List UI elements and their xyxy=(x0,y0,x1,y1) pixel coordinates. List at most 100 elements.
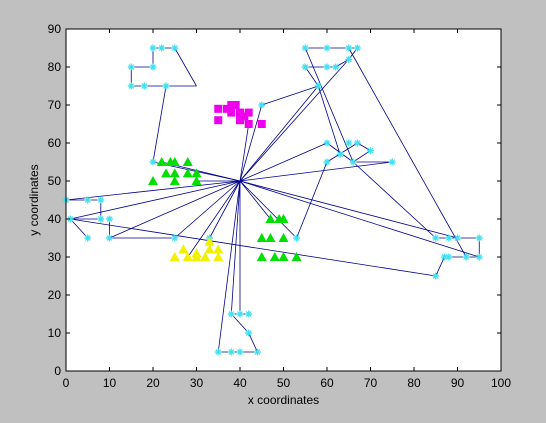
cyan-star-point xyxy=(245,310,253,318)
edge-line xyxy=(187,180,241,258)
cyan-star-point xyxy=(353,139,361,147)
cyan-star-point xyxy=(227,348,235,356)
x-tick-label: 50 xyxy=(277,376,291,390)
cyan-star-point xyxy=(345,55,353,63)
edge-line xyxy=(217,180,241,353)
yellow-triangle-point xyxy=(191,252,202,261)
cyan-star-point xyxy=(171,234,179,242)
y-tick-label: 10 xyxy=(48,326,62,340)
x-tick-label: 60 xyxy=(320,376,334,390)
yellow-triangle-point xyxy=(204,236,215,246)
edge-line xyxy=(248,332,258,353)
cyan-star-point xyxy=(293,234,301,242)
x-tick-label: 10 xyxy=(103,376,117,390)
cyan-star-point xyxy=(349,158,357,166)
edge-line xyxy=(239,123,250,182)
cyan-star-point xyxy=(323,139,331,147)
y-tick-label: 0 xyxy=(54,364,61,378)
cyan-star-point xyxy=(149,158,157,166)
cyan-star-point xyxy=(106,234,113,242)
magenta-square-point xyxy=(214,104,223,113)
green-triangle-point xyxy=(169,168,180,178)
yellow-triangle-point xyxy=(213,252,224,261)
x-tick-label: 20 xyxy=(146,376,160,390)
green-triangle-point xyxy=(182,157,193,166)
cyan-star-point xyxy=(149,44,157,52)
edge-line xyxy=(239,142,328,182)
cyan-star-point xyxy=(445,253,453,261)
green-triangle-point xyxy=(278,214,289,223)
edge-line xyxy=(152,85,167,163)
y-tick-label: 20 xyxy=(48,288,62,302)
edge-line xyxy=(209,180,241,239)
green-triangle-point xyxy=(265,214,276,223)
cyan-star-point xyxy=(367,147,374,155)
cyan-star-point xyxy=(475,253,483,261)
cyan-star-point xyxy=(454,234,461,242)
cyan-star-point xyxy=(301,63,309,71)
cyan-star-point xyxy=(97,196,105,204)
cyan-star-point xyxy=(388,158,396,166)
cyan-star-point xyxy=(323,63,331,71)
edge-line xyxy=(296,161,328,239)
y-axis-label: y coordinates xyxy=(27,164,41,235)
edge-line xyxy=(65,180,241,201)
x-tick-label: 90 xyxy=(451,376,465,390)
magenta-square-point xyxy=(244,108,253,117)
yellow-triangle-point xyxy=(169,252,180,261)
cyan-star-point xyxy=(66,215,74,223)
edge-line xyxy=(239,180,271,220)
cyan-star-point xyxy=(353,44,361,52)
green-triangle-point xyxy=(156,157,167,166)
green-triangle-point xyxy=(191,176,202,185)
yellow-triangle-point xyxy=(178,244,189,254)
cyan-star-point xyxy=(314,82,322,90)
points-layer xyxy=(62,44,483,356)
green-triangle-point xyxy=(278,233,289,242)
y-tick-label: 90 xyxy=(48,22,62,36)
magenta-square-point xyxy=(227,108,236,117)
magenta-square-point xyxy=(244,120,253,128)
edge-line xyxy=(348,47,467,258)
y-tick-label: 80 xyxy=(48,60,62,74)
cyan-star-point xyxy=(336,150,344,158)
cyan-star-point xyxy=(106,215,113,223)
cyan-star-point xyxy=(158,44,166,52)
cyan-star-point xyxy=(214,348,222,356)
magenta-square-point xyxy=(214,116,223,125)
edge-line xyxy=(239,180,297,239)
yellow-triangle-point xyxy=(204,244,215,254)
cyan-star-point xyxy=(149,63,157,71)
edge-line xyxy=(70,180,241,220)
yellow-triangle-point xyxy=(213,244,224,254)
cyan-star-point xyxy=(323,44,331,52)
magenta-square-point xyxy=(227,101,236,109)
edge-line xyxy=(352,150,371,163)
cyan-star-point xyxy=(475,234,483,242)
yellow-triangle-point xyxy=(200,252,211,261)
cyan-star-point xyxy=(84,234,92,242)
yellow-triangle-point xyxy=(182,252,193,261)
edge-line xyxy=(352,161,437,239)
green-triangle-point xyxy=(182,168,193,178)
green-triangle-point xyxy=(191,168,202,178)
x-tick-label: 30 xyxy=(190,376,204,390)
cyan-star-point xyxy=(345,139,353,147)
edge-line xyxy=(304,47,354,163)
edge-line xyxy=(70,218,89,239)
edge-line xyxy=(231,313,249,334)
green-triangle-point xyxy=(291,252,302,261)
green-triangle-point xyxy=(265,233,276,242)
edge-line xyxy=(435,256,445,277)
edge-line xyxy=(174,180,241,239)
cyan-star-point xyxy=(253,348,261,356)
green-triangle-point xyxy=(161,168,172,178)
magenta-square-point xyxy=(257,120,266,128)
cyan-star-point xyxy=(127,82,135,90)
cyan-star-point xyxy=(245,329,253,337)
ticks-layer: 0 10 20 30 40 50 60 70 80 90 100 0 10 20 30 40 50 60 70 80 9… xyxy=(48,22,512,390)
green-triangle-point xyxy=(256,252,267,261)
cyan-star-point xyxy=(227,310,235,318)
y-tick-label: 30 xyxy=(48,250,62,264)
